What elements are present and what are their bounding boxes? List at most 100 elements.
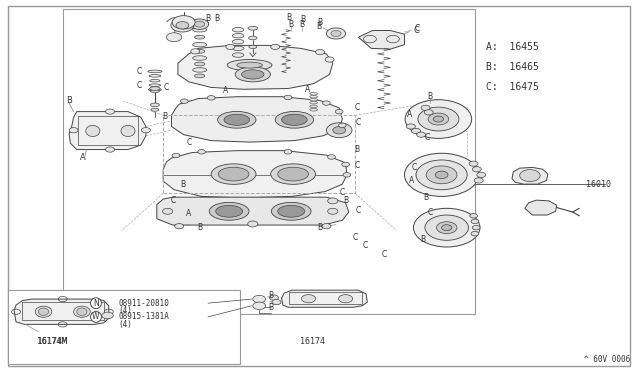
Text: 16010: 16010	[586, 180, 611, 189]
Circle shape	[326, 123, 352, 138]
Ellipse shape	[216, 205, 243, 217]
Ellipse shape	[148, 89, 161, 91]
Circle shape	[471, 231, 479, 236]
Circle shape	[176, 22, 189, 29]
Ellipse shape	[249, 45, 257, 49]
Circle shape	[198, 150, 205, 154]
Text: A: A	[186, 209, 191, 218]
Ellipse shape	[310, 92, 317, 95]
Polygon shape	[14, 299, 109, 324]
Circle shape	[171, 19, 194, 32]
Ellipse shape	[148, 70, 162, 73]
Text: C: C	[428, 208, 433, 217]
Text: C: C	[164, 83, 169, 92]
Text: A:  16455: A: 16455	[486, 42, 540, 51]
Ellipse shape	[339, 295, 353, 303]
Circle shape	[416, 160, 467, 190]
Polygon shape	[178, 45, 333, 89]
Text: C: C	[356, 118, 361, 126]
Text: B: B	[287, 13, 292, 22]
Circle shape	[421, 105, 430, 110]
Text: B: B	[300, 15, 305, 24]
Text: B: B	[316, 22, 321, 31]
Circle shape	[172, 153, 180, 158]
Bar	[8, 290, 240, 364]
Ellipse shape	[195, 35, 205, 39]
Circle shape	[412, 128, 420, 134]
Circle shape	[417, 132, 426, 137]
Ellipse shape	[151, 108, 159, 111]
Ellipse shape	[232, 46, 244, 51]
Text: C: C	[340, 188, 345, 197]
Circle shape	[284, 150, 292, 154]
Circle shape	[435, 171, 448, 179]
Bar	[163, 115, 355, 193]
Circle shape	[253, 295, 266, 303]
Circle shape	[413, 208, 480, 247]
Circle shape	[323, 101, 330, 105]
Ellipse shape	[218, 167, 249, 181]
Text: B: B	[317, 223, 323, 232]
Ellipse shape	[310, 101, 317, 104]
Circle shape	[343, 173, 351, 177]
Text: B: B	[423, 193, 428, 202]
Text: C:  16475: C: 16475	[486, 83, 540, 92]
Circle shape	[428, 113, 449, 125]
Circle shape	[322, 224, 331, 229]
Text: 16174M: 16174M	[38, 337, 67, 346]
Text: ^ 60V 0006: ^ 60V 0006	[584, 355, 630, 364]
Text: N: N	[93, 299, 99, 308]
Polygon shape	[282, 290, 367, 307]
Text: A: A	[223, 86, 228, 94]
Circle shape	[436, 222, 457, 234]
Circle shape	[195, 21, 205, 27]
Bar	[289, 292, 362, 304]
Text: A: A	[81, 153, 86, 162]
Ellipse shape	[271, 164, 316, 185]
Text: A: A	[407, 110, 412, 119]
Polygon shape	[172, 97, 342, 142]
Circle shape	[424, 110, 433, 115]
Ellipse shape	[275, 112, 314, 128]
Ellipse shape	[195, 74, 205, 78]
Polygon shape	[157, 197, 349, 225]
Circle shape	[426, 166, 457, 184]
Circle shape	[271, 44, 280, 49]
Bar	[63, 9, 475, 314]
Text: A: A	[305, 85, 310, 94]
Circle shape	[520, 170, 540, 182]
Circle shape	[433, 116, 444, 122]
Ellipse shape	[121, 125, 135, 137]
Bar	[22, 302, 104, 320]
Ellipse shape	[150, 87, 160, 90]
Circle shape	[141, 128, 150, 133]
Ellipse shape	[195, 49, 205, 53]
Ellipse shape	[224, 114, 250, 125]
Ellipse shape	[150, 103, 159, 107]
Circle shape	[404, 153, 479, 196]
Circle shape	[472, 225, 480, 230]
Text: B: B	[205, 14, 211, 23]
Text: B: B	[289, 20, 294, 29]
Ellipse shape	[242, 70, 264, 79]
Ellipse shape	[227, 60, 272, 71]
Ellipse shape	[310, 95, 317, 98]
Circle shape	[175, 224, 184, 229]
Ellipse shape	[193, 56, 207, 60]
Text: B: B	[355, 145, 360, 154]
Text: W: W	[92, 312, 100, 321]
Circle shape	[180, 99, 188, 103]
Circle shape	[331, 31, 341, 36]
Ellipse shape	[310, 109, 317, 111]
Circle shape	[191, 19, 209, 29]
Ellipse shape	[149, 84, 161, 87]
Text: B: B	[197, 223, 202, 232]
Text: C: C	[412, 163, 417, 172]
Circle shape	[339, 123, 346, 128]
Ellipse shape	[232, 33, 244, 38]
Circle shape	[328, 155, 335, 159]
Circle shape	[272, 299, 281, 305]
Polygon shape	[163, 151, 347, 198]
Text: C: C	[425, 133, 430, 142]
Text: C: C	[170, 196, 175, 205]
